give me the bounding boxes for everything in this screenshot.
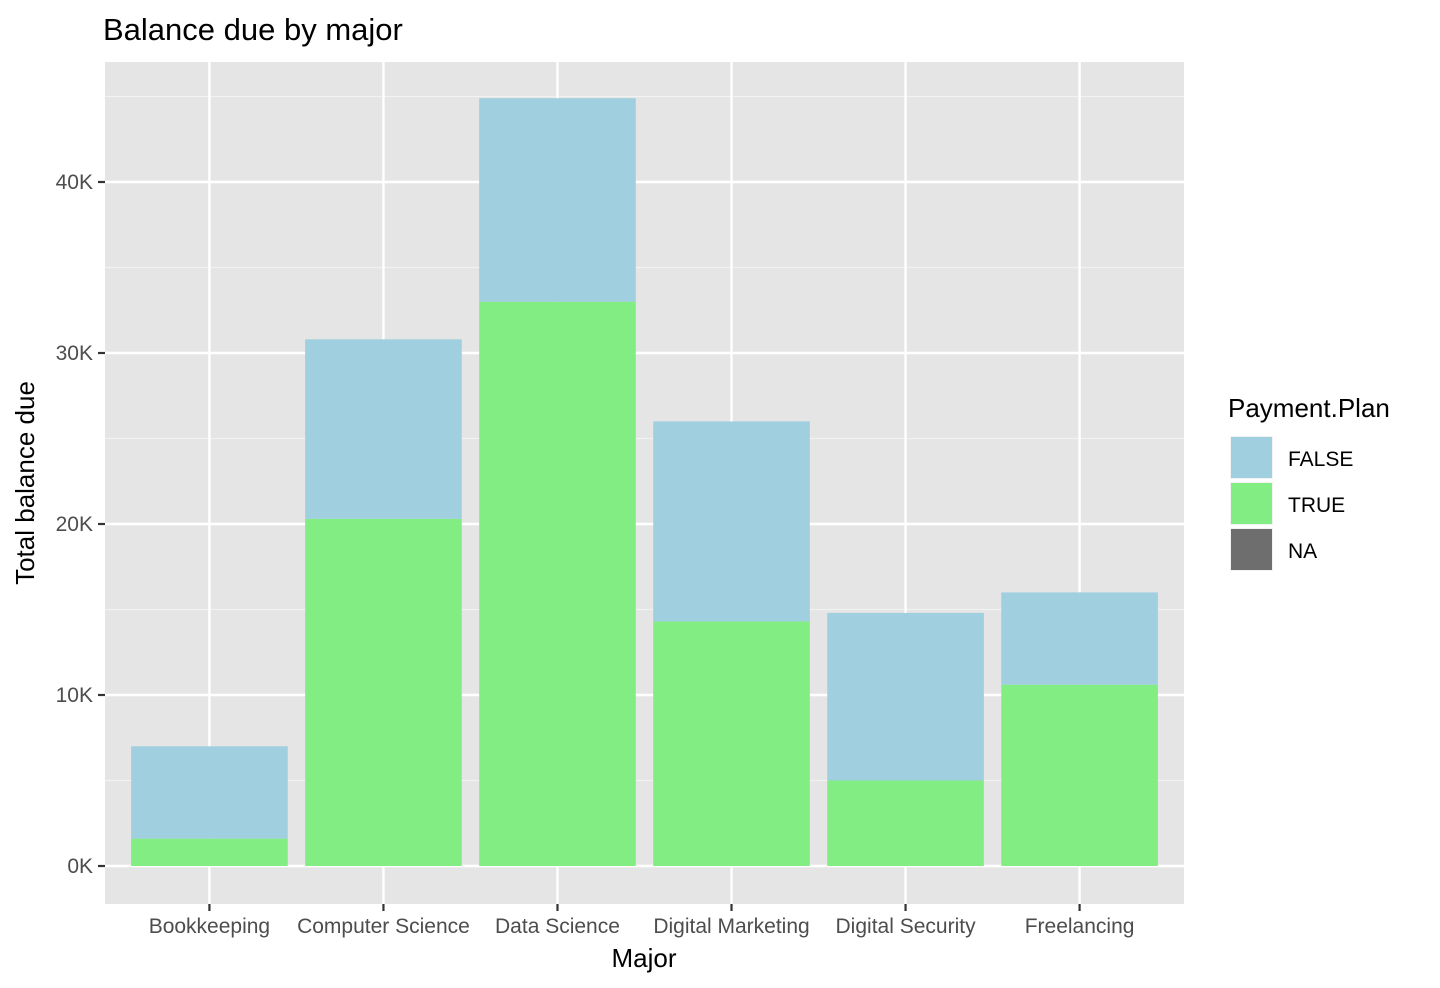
bar-false-digital-security bbox=[827, 612, 984, 781]
y-tick-label: 0K bbox=[67, 855, 93, 878]
x-tick-label: Data Science bbox=[495, 915, 620, 938]
y-tick-label: 10K bbox=[56, 684, 93, 707]
y-tick-label: 40K bbox=[56, 171, 93, 194]
legend-label-na: NA bbox=[1288, 540, 1317, 563]
legend-swatch-true bbox=[1231, 483, 1272, 524]
x-tick-label: Computer Science bbox=[297, 915, 470, 938]
chart-title: Balance due by major bbox=[103, 12, 403, 47]
y-axis-title: Total balance due bbox=[10, 381, 40, 585]
y-axis: 0K 10K 20K 30K 40K bbox=[56, 171, 105, 878]
x-tick-label: Bookkeeping bbox=[149, 915, 270, 938]
y-tick-label: 20K bbox=[56, 513, 93, 536]
bar-false-data-science bbox=[479, 98, 636, 302]
x-axis: Bookkeeping Computer Science Data Science D… bbox=[149, 904, 1135, 938]
bar-true-data-science bbox=[479, 301, 636, 866]
bars bbox=[131, 98, 1158, 866]
y-tick-label: 30K bbox=[56, 342, 93, 365]
x-axis-title: Major bbox=[611, 943, 676, 973]
bar-false-digital-marketing bbox=[653, 421, 810, 622]
x-tick-label: Digital Security bbox=[836, 915, 977, 938]
legend-swatch-false bbox=[1231, 437, 1272, 478]
legend-title: Payment.Plan bbox=[1228, 393, 1390, 423]
x-tick-label: Digital Marketing bbox=[653, 915, 809, 938]
bar-true-bookkeeping bbox=[131, 838, 288, 866]
legend-label-false: FALSE bbox=[1288, 448, 1353, 471]
bar-true-computer-science bbox=[305, 518, 462, 866]
bar-true-digital-security bbox=[827, 780, 984, 866]
legend-label-true: TRUE bbox=[1288, 494, 1345, 517]
bar-true-freelancing bbox=[1001, 684, 1158, 866]
bar-true-digital-marketing bbox=[653, 621, 810, 866]
legend: Payment.Plan FALSE TRUE NA bbox=[1228, 393, 1390, 571]
bar-false-freelancing bbox=[1001, 592, 1158, 685]
bar-false-computer-science bbox=[305, 339, 462, 519]
x-tick-label: Freelancing bbox=[1025, 915, 1135, 938]
bar-false-bookkeeping bbox=[131, 746, 288, 839]
legend-swatch-na bbox=[1231, 529, 1272, 570]
